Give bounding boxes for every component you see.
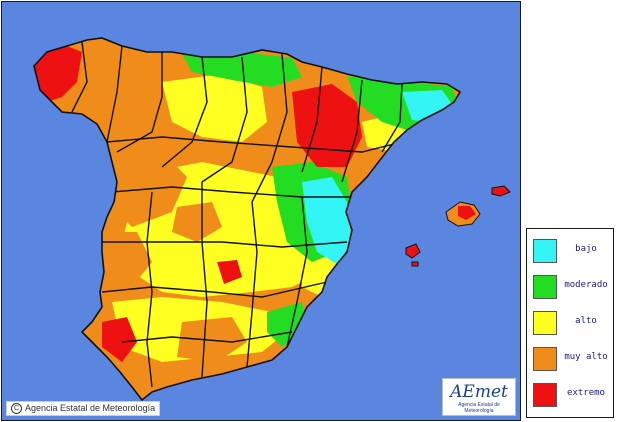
legend-item-moderado: moderado (533, 275, 611, 299)
legend-item-extremo: extremo (533, 383, 611, 407)
legend-swatch-extremo (533, 383, 557, 407)
zone-moderado-southeast (267, 302, 307, 347)
legend-item-bajo: bajo (533, 239, 611, 263)
legend-item-alto: alto (533, 311, 611, 335)
copyright-text: Agencia Estatal de Meteorología (25, 402, 156, 413)
zone-alto-northcentral (162, 74, 267, 142)
zone-extremo-south (102, 317, 137, 362)
legend-swatch-bajo (533, 239, 557, 263)
zone-moderado-north (182, 52, 302, 87)
aemet-logo-subtitle: Agencia Estatal de Meteorología (458, 402, 500, 414)
island-menorca (491, 185, 511, 197)
zone-extremo-center (217, 260, 242, 284)
risk-map: C Agencia Estatal de Meteorología AEmet A… (1, 1, 521, 421)
legend-label-extremo: extremo (567, 388, 605, 398)
legend-label-muy-alto: muy alto (564, 352, 608, 362)
legend-swatch-muy-alto (533, 347, 557, 371)
zone-extremo-galicia (34, 46, 82, 102)
legend-label-alto: alto (575, 316, 597, 326)
copyright-notice: C Agencia Estatal de Meteorología (6, 400, 161, 416)
legend-label-moderado: moderado (564, 280, 608, 290)
island-mallorca-red (458, 206, 476, 220)
zone-muyalto-sw (102, 232, 152, 287)
zone-muyalto-south (177, 317, 247, 362)
zone-muyalto-center (172, 202, 222, 242)
map-canvas (33, 37, 511, 402)
legend-swatch-alto (533, 311, 557, 335)
island-ibiza (405, 243, 421, 259)
legend-label-bajo: bajo (575, 244, 597, 254)
legend-item-muy-alto: muy alto (533, 347, 611, 371)
aemet-logo: AEmet Agencia Estatal de Meteorología (442, 378, 516, 416)
aemet-logo-mark: AEmet (450, 382, 508, 402)
risk-legend: bajo moderado alto muy alto extremo (526, 228, 614, 418)
province-borders (71, 41, 403, 388)
legend-swatch-moderado (533, 275, 557, 299)
copyright-icon: C (11, 403, 22, 414)
island-formentera (411, 261, 419, 267)
peninsula-outline (33, 37, 462, 402)
